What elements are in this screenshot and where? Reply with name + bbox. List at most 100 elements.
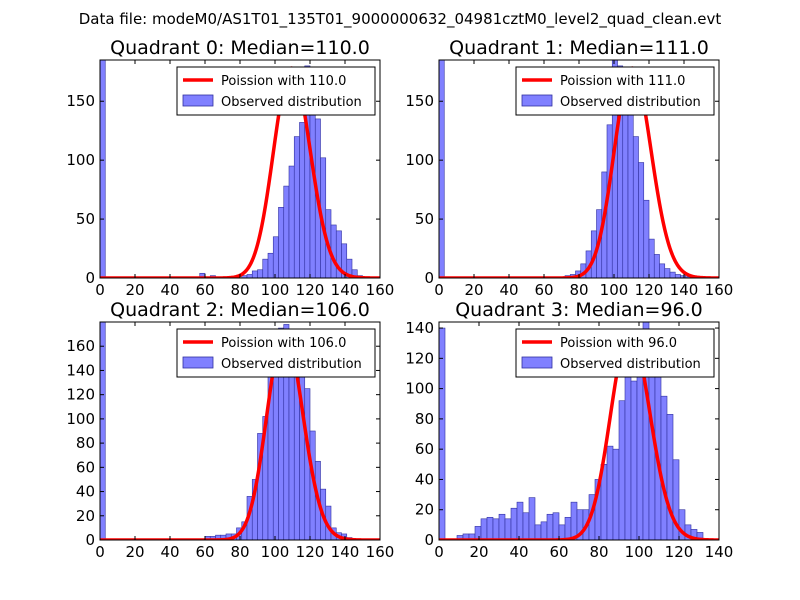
x-tick-label: 120: [635, 281, 664, 299]
x-tick-label: 100: [625, 543, 654, 561]
y-tick-label: 20: [415, 501, 434, 519]
histogram-bar: [564, 516, 572, 540]
x-tick-label: 20: [125, 281, 144, 299]
histogram-bar: [439, 60, 445, 278]
x-tick-label: 40: [160, 543, 179, 561]
histogram-bar: [627, 89, 634, 278]
subplot-2: 0 20 40 60 80 100 120 140 1600204060801001201401…: [66, 299, 394, 561]
legend-histogram-label: Observed distribution: [221, 357, 362, 372]
legend-histogram-label: Observed distribution: [560, 95, 701, 110]
y-tick-label: 0: [85, 269, 95, 287]
subplots: 0 20 40 60 80 100 120 140 160 0 50 100 150 Quadrant 0…: [66, 37, 733, 561]
histogram-bar: [659, 263, 666, 278]
x-tick-label: 120: [296, 543, 325, 561]
x-tick-label: 140: [331, 543, 360, 561]
legend-histogram-swatch: [182, 356, 214, 369]
histogram-bar: [534, 524, 542, 540]
histogram-bar: [480, 518, 488, 540]
x-tick-label: 20: [469, 543, 488, 561]
histogram-bar: [288, 165, 295, 278]
histogram-bar: [309, 106, 316, 278]
subplot-title: Quadrant 0: Median=110.0: [110, 37, 370, 59]
subplot-0: 0 20 40 60 80 100 120 140 160 0 50 100 150 Quadrant 0…: [66, 37, 394, 299]
histogram-bar: [267, 252, 274, 278]
histogram-bar: [606, 445, 614, 540]
x-tick-label: 140: [331, 281, 360, 299]
y-tick-label: 0: [424, 531, 434, 549]
axes-frame: [438, 321, 720, 541]
y-tick-label: 100: [66, 151, 95, 169]
subplot-title: Quadrant 2: Median=106.0: [110, 299, 370, 321]
x-tick-label: 100: [261, 543, 290, 561]
x-tick-label: 60: [549, 543, 568, 561]
y-tick-label: 100: [66, 410, 95, 428]
x-tick-label: 60: [195, 543, 214, 561]
histogram-bar: [299, 122, 306, 278]
legend-histogram-swatch: [521, 356, 553, 369]
legend-poisson-label: Poission with 110.0: [221, 74, 346, 89]
histogram-bar: [636, 350, 644, 540]
histogram-bar: [246, 274, 253, 278]
x-tick-label: 100: [600, 281, 629, 299]
histogram-bar: [552, 512, 560, 540]
histogram-bar: [498, 513, 506, 540]
histogram-bar: [624, 365, 632, 540]
y-tick-label: 100: [405, 151, 434, 169]
histogram-bar: [439, 327, 446, 540]
histogram-bar: [272, 236, 279, 278]
legend: Poission with 110.0 Observed distribution: [176, 66, 376, 116]
histogram-bar: [257, 269, 264, 278]
legend: Poission with 96.0 Observed distribution: [515, 328, 715, 378]
x-tick-label: 60: [534, 281, 553, 299]
subplot-3: 0 20 40 60 80 100 120 140 0 20 40 60 80 100 120 140 Quad…: [405, 299, 733, 561]
y-tick-label: 50: [76, 210, 95, 228]
legend-box: [515, 66, 715, 116]
histogram-bar: [618, 400, 626, 540]
histogram-bar: [510, 507, 518, 540]
y-tick-label: 140: [66, 361, 95, 379]
subplot-title: Quadrant 1: Median=111.0: [449, 37, 709, 59]
y-tick-label: 160: [66, 337, 95, 355]
x-tick-label: 140: [705, 543, 734, 561]
histogram-bar: [612, 448, 620, 540]
histogram-bar: [351, 269, 358, 278]
histogram-bar: [293, 136, 300, 278]
histogram-bar: [669, 271, 676, 278]
histogram-bar: [643, 199, 650, 278]
figure-suptitle: Data file: modeM0/AS1T01_135T01_90000006…: [79, 10, 722, 29]
x-tick-label: 40: [509, 543, 528, 561]
poisson-curve: [100, 330, 380, 540]
histogram-bar: [630, 380, 638, 540]
legend-poisson-label: Poission with 111.0: [560, 74, 685, 89]
x-tick-label: 0: [95, 543, 105, 561]
histogram-bar: [251, 270, 258, 278]
y-tick-label: 40: [76, 483, 95, 501]
histogram-bar: [278, 207, 285, 278]
legend-box: [515, 328, 715, 378]
histogram-bar: [648, 238, 655, 278]
x-tick-label: 160: [366, 543, 395, 561]
histogram-bar: [100, 60, 106, 278]
y-tick-label: 0: [85, 531, 95, 549]
histogram-bar: [492, 518, 500, 540]
y-tick-label: 0: [424, 269, 434, 287]
poisson-curve: [439, 329, 719, 540]
x-tick-label: 0: [434, 281, 444, 299]
y-tick-label: 80: [76, 434, 95, 452]
plot-area: [439, 322, 719, 540]
histogram-bar: [666, 414, 674, 540]
histogram-bar: [632, 136, 639, 278]
legend-histogram-swatch: [521, 94, 553, 107]
histogram-bar: [674, 274, 681, 278]
x-tick-label: 160: [366, 281, 395, 299]
x-tick-label: 100: [261, 281, 290, 299]
x-tick-label: 20: [125, 543, 144, 561]
histogram-bar: [262, 258, 269, 278]
legend: Poission with 111.0 Observed distribution: [515, 66, 715, 116]
histogram-bar: [540, 521, 548, 540]
legend-histogram-label: Observed distribution: [221, 95, 362, 110]
y-tick-label: 150: [66, 92, 95, 110]
x-tick-label: 80: [569, 281, 588, 299]
histogram-bar: [558, 524, 566, 540]
x-tick-label: 0: [434, 543, 444, 561]
